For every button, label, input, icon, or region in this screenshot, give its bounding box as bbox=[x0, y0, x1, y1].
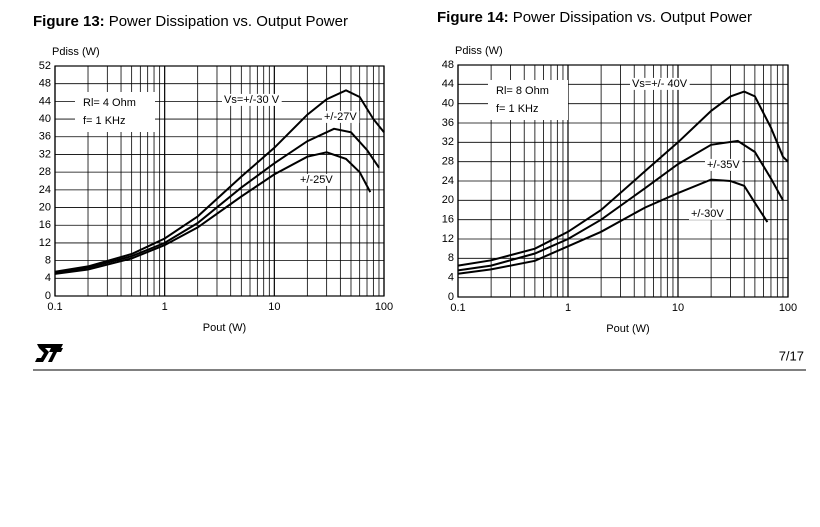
curve bbox=[54, 89, 385, 273]
y-tick-label: 28 bbox=[442, 156, 454, 168]
series-label-bg bbox=[705, 158, 743, 171]
y-tick-label: 8 bbox=[45, 255, 51, 267]
y-tick-label: 28 bbox=[39, 166, 51, 178]
series-label-bg bbox=[222, 93, 282, 106]
y-tick-label: 40 bbox=[39, 113, 51, 125]
y-tick-label: 48 bbox=[442, 59, 454, 71]
x-axis-label: Pout (W) bbox=[606, 323, 649, 335]
series-label: +/-25V bbox=[300, 174, 333, 186]
y-tick-label: 16 bbox=[39, 219, 51, 231]
x-tick-label: 100 bbox=[375, 301, 393, 313]
y-tick-label: 12 bbox=[442, 233, 454, 245]
y-tick-label: 24 bbox=[39, 184, 51, 196]
annotation: Rl= 4 Ohm bbox=[83, 97, 136, 109]
y-tick-label: 32 bbox=[39, 148, 51, 160]
x-tick-label: 0.1 bbox=[450, 302, 465, 314]
y-tick-label: 20 bbox=[442, 194, 454, 206]
y-axis-label: Pdiss (W) bbox=[455, 45, 503, 57]
y-axis-label: Pdiss (W) bbox=[52, 46, 100, 58]
series-label: Vs=+/- 40V bbox=[632, 78, 688, 90]
page-number: 7/17 bbox=[779, 348, 804, 363]
x-tick-label: 0.1 bbox=[47, 301, 62, 313]
annotation: Rl= 8 Ohm bbox=[496, 85, 549, 97]
y-tick-label: 44 bbox=[39, 95, 51, 107]
annotation: f= 1 KHz bbox=[496, 103, 539, 115]
x-tick-label: 10 bbox=[268, 301, 280, 313]
st-logo bbox=[35, 344, 63, 362]
y-tick-label: 0 bbox=[45, 290, 51, 302]
series-label-bg bbox=[298, 173, 336, 186]
series-label-bg bbox=[322, 110, 360, 123]
figure-label: Figure 14: bbox=[437, 9, 509, 26]
curve bbox=[457, 139, 784, 272]
annotation: f= 1 KHz bbox=[83, 115, 126, 127]
annotation-box bbox=[488, 80, 568, 120]
y-tick-label: 0 bbox=[448, 291, 454, 303]
figure-label: Figure 13: bbox=[33, 13, 105, 30]
y-tick-label: 8 bbox=[448, 252, 454, 264]
y-tick-label: 16 bbox=[442, 214, 454, 226]
x-axis-label: Pout (W) bbox=[203, 322, 246, 334]
title-text: Power Dissipation vs. Output Power bbox=[513, 9, 752, 26]
y-tick-label: 20 bbox=[39, 201, 51, 213]
y-tick-label: 36 bbox=[39, 131, 51, 143]
y-tick-label: 32 bbox=[442, 136, 454, 148]
series-label-bg bbox=[689, 207, 727, 220]
y-tick-label: 4 bbox=[448, 272, 454, 284]
annotation-box bbox=[75, 92, 155, 132]
series-label: +/-27V bbox=[324, 111, 357, 123]
x-tick-label: 100 bbox=[779, 302, 797, 314]
chart-title: Figure 13: Power Dissipation vs. Output P… bbox=[33, 13, 348, 30]
plot-frame bbox=[457, 64, 789, 298]
series-label-bg bbox=[630, 77, 690, 90]
series-label: +/-35V bbox=[707, 159, 740, 171]
curve bbox=[457, 90, 789, 267]
y-tick-label: 36 bbox=[442, 117, 454, 129]
plot-frame bbox=[54, 65, 385, 297]
x-tick-label: 10 bbox=[672, 302, 684, 314]
y-tick-label: 4 bbox=[45, 272, 51, 284]
y-tick-label: 52 bbox=[39, 60, 51, 72]
curve bbox=[54, 151, 372, 275]
y-tick-label: 44 bbox=[442, 78, 454, 90]
chart-title: Figure 14: Power Dissipation vs. Output P… bbox=[437, 9, 752, 26]
curve bbox=[54, 127, 380, 274]
curve bbox=[457, 178, 769, 275]
y-tick-label: 24 bbox=[442, 175, 454, 187]
y-tick-label: 40 bbox=[442, 98, 454, 110]
series-label: Vs=+/-30 V bbox=[224, 94, 280, 106]
y-tick-label: 12 bbox=[39, 237, 51, 249]
y-tick-label: 48 bbox=[39, 78, 51, 90]
x-tick-label: 1 bbox=[162, 301, 168, 313]
series-label: +/-30V bbox=[691, 208, 724, 220]
x-tick-label: 1 bbox=[565, 302, 571, 314]
title-text: Power Dissipation vs. Output Power bbox=[109, 13, 348, 30]
